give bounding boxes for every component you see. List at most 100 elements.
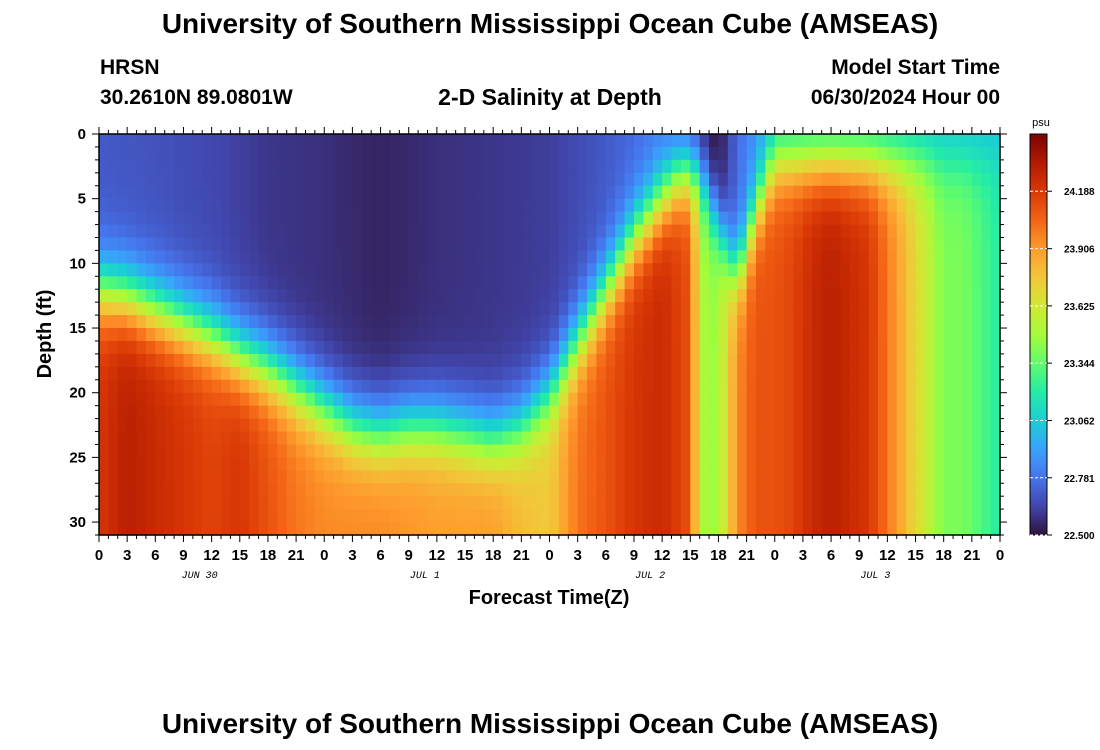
heatmap-cell xyxy=(840,392,851,407)
heatmap-cell xyxy=(221,457,231,471)
heatmap-cell xyxy=(371,496,382,510)
heatmap-cell xyxy=(474,198,485,213)
heatmap-cell xyxy=(493,431,504,446)
heatmap-cell xyxy=(267,522,278,536)
heatmap-cell xyxy=(990,276,1001,290)
heatmap-cell xyxy=(633,444,644,458)
heatmap-cell xyxy=(971,172,982,187)
heatmap-cell xyxy=(577,315,588,329)
heatmap-cell xyxy=(249,470,260,484)
heatmap-cell xyxy=(784,405,795,420)
heatmap-cell xyxy=(727,328,738,342)
heatmap-cell xyxy=(587,198,598,213)
heatmap-cell xyxy=(680,289,691,303)
heatmap-cell xyxy=(709,366,720,381)
heatmap-cell xyxy=(108,340,119,355)
heatmap-cell xyxy=(117,224,128,239)
heatmap-cell xyxy=(305,276,316,290)
heatmap-cell xyxy=(671,444,682,458)
heatmap-cell xyxy=(906,328,917,342)
heatmap-cell xyxy=(971,302,982,316)
heatmap-cell xyxy=(605,159,616,174)
heatmap-cell xyxy=(962,134,973,148)
heatmap-cell xyxy=(831,379,842,394)
heatmap-cell xyxy=(155,276,166,290)
heatmap-cell xyxy=(784,146,795,161)
heatmap-cell xyxy=(577,392,588,407)
heatmap-cell xyxy=(699,379,710,394)
heatmap-cell xyxy=(962,250,973,264)
heatmap-cell xyxy=(258,509,269,523)
heatmap-cell xyxy=(418,289,429,303)
heatmap-cell xyxy=(709,353,720,368)
heatmap-cell xyxy=(812,457,823,471)
heatmap-cell xyxy=(267,146,278,161)
heatmap-cell xyxy=(812,159,823,174)
heatmap-cell xyxy=(239,237,250,252)
heatmap-cell xyxy=(371,444,382,458)
heatmap-cell xyxy=(239,431,250,446)
heatmap-cell xyxy=(211,172,222,187)
heatmap-cell xyxy=(840,315,851,329)
heatmap-cell xyxy=(943,224,954,239)
heatmap-cell xyxy=(953,263,964,277)
heatmap-cell xyxy=(418,483,429,497)
heatmap-cell xyxy=(774,263,785,277)
heatmap-cell xyxy=(887,405,898,420)
heatmap-cell xyxy=(784,444,795,458)
heatmap-cell xyxy=(821,340,832,355)
heatmap-cell xyxy=(680,366,691,381)
heatmap-cell xyxy=(99,302,109,316)
heatmap-cell xyxy=(389,444,400,458)
heatmap-cell xyxy=(624,496,635,510)
heatmap-cell xyxy=(258,328,269,342)
heatmap-cell xyxy=(662,250,673,264)
heatmap-cell xyxy=(211,250,222,264)
heatmap-cell xyxy=(671,146,682,161)
heatmap-cell xyxy=(399,379,410,394)
heatmap-cell xyxy=(305,340,316,355)
heatmap-cell xyxy=(962,496,973,510)
heatmap-cell xyxy=(145,302,156,316)
heatmap-cell xyxy=(483,250,494,264)
heatmap-cell xyxy=(971,353,982,368)
heatmap-cell xyxy=(202,366,213,381)
heatmap-cell xyxy=(934,211,945,226)
heatmap-cell xyxy=(737,289,748,303)
heatmap-cell xyxy=(915,431,926,446)
heatmap-cell xyxy=(802,444,813,458)
heatmap-cell xyxy=(624,340,635,355)
x-tick-label: 18 xyxy=(260,547,277,564)
heatmap-cell xyxy=(418,366,429,381)
x-tick-label: 15 xyxy=(682,547,699,564)
heatmap-cell xyxy=(324,172,335,187)
heatmap-cell xyxy=(352,328,363,342)
heatmap-cell xyxy=(389,457,400,471)
heatmap-cell xyxy=(709,315,720,329)
heatmap-cell xyxy=(746,418,757,433)
heatmap-cell xyxy=(305,470,316,484)
heatmap-cell xyxy=(446,276,457,290)
heatmap-cell xyxy=(99,224,109,239)
station-coordinates: 30.2610N 89.0801W xyxy=(100,86,293,109)
heatmap-cell xyxy=(343,366,354,381)
heatmap-cell xyxy=(821,224,832,239)
heatmap-cell xyxy=(343,237,354,252)
heatmap-cell xyxy=(605,353,616,368)
heatmap-cell xyxy=(680,496,691,510)
heatmap-cell xyxy=(981,315,992,329)
heatmap-cell xyxy=(436,134,447,148)
heatmap-cell xyxy=(455,431,466,446)
heatmap-cell xyxy=(774,444,785,458)
heatmap-cell xyxy=(859,237,870,252)
heatmap-cell xyxy=(474,431,485,446)
heatmap-cell xyxy=(211,185,222,200)
heatmap-cell xyxy=(727,444,738,458)
heatmap-cell xyxy=(502,496,513,510)
heatmap-cell xyxy=(286,250,297,264)
heatmap-cell xyxy=(859,405,870,420)
heatmap-cell xyxy=(605,509,616,523)
heatmap-cell xyxy=(183,302,194,316)
heatmap-cell xyxy=(821,418,832,433)
heatmap-cell xyxy=(530,328,541,342)
